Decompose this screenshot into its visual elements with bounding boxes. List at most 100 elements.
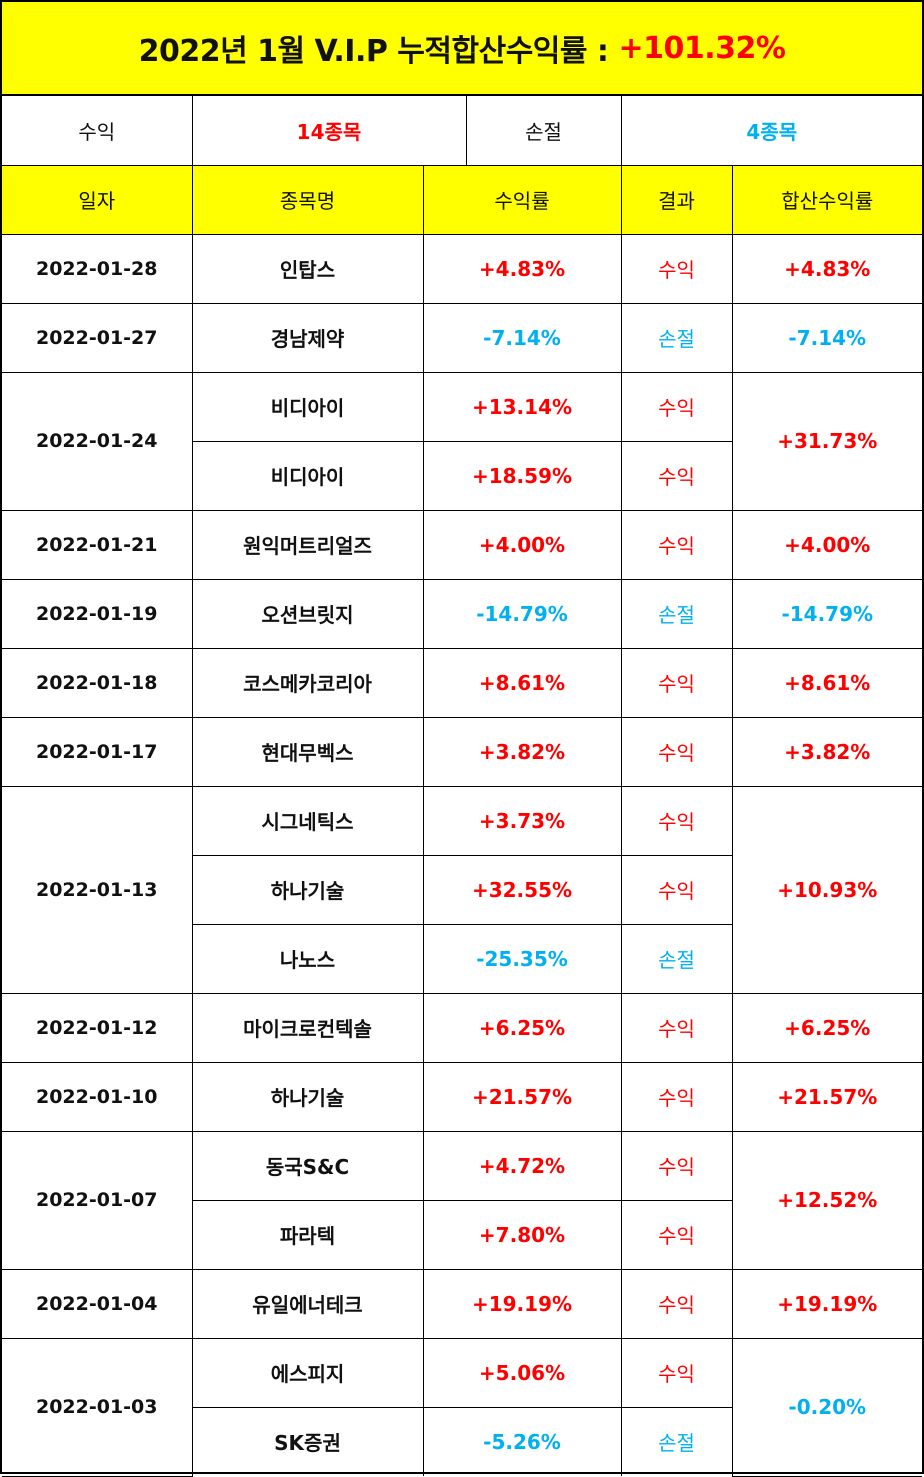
date-cell: 2022-01-12 [2,992,193,1063]
page-title: 2022년 1월 V.I.P 누적합산수익률 : +101.32% [2,2,922,95]
table-row: 2022-01-18 코스메카코리아 +8.61% 수익 +8.61% [2,647,922,718]
table-row: 비디아이 +18.59% 수익 [2,440,922,511]
rate-cell: +6.25% [422,992,622,1063]
stock-name-cell: 코스메카코리아 [191,647,424,718]
header-name: 종목명 [191,164,424,235]
result-cell: 수익 [620,785,733,856]
result-cell: 수익 [620,992,733,1063]
date-cell: 2022-01-07 [2,1130,193,1270]
loss-label: 손절 [465,95,622,165]
table-row: 2022-01-27 경남제약 -7.14% 손절 -7.14% [2,302,922,373]
header-date: 일자 [2,164,193,235]
table-row: 2022-01-03 에스피지 +5.06% 수익 -0.20% [2,1337,922,1477]
stock-name-cell: 비디아이 [191,371,424,442]
stock-name-cell: 마이크로컨텍솔 [191,992,424,1063]
rate-cell: +21.57% [422,1061,622,1132]
stock-name-cell: 경남제약 [191,302,424,373]
rate-cell: -5.26% [422,1406,622,1476]
date-cell: 2022-01-04 [2,1268,193,1339]
stock-name-cell: 유일에너테크 [191,1268,424,1339]
stock-name-cell: 오션브릿지 [191,578,424,649]
profit-count: 14종목 [191,95,467,165]
rate-cell: +5.06% [422,1337,622,1408]
date-cell: 2022-01-24 [2,371,193,511]
table-row: SK증권 -5.26% 손절 [2,1406,922,1476]
date-cell: 2022-01-10 [2,1061,193,1132]
sum-cell: +19.19% [731,1268,922,1339]
date-cell: 2022-01-03 [2,1337,193,1477]
rate-cell: -7.14% [422,302,622,373]
stock-name-cell: 하나기술 [191,1061,424,1132]
result-cell: 수익 [620,440,732,511]
date-cell: 2022-01-17 [2,716,193,787]
header-sum: 합산수익률 [731,164,922,235]
rate-cell: +8.61% [422,647,622,718]
stock-name-cell: 현대무벡스 [191,716,424,787]
results-table: 일자 종목명 수익률 결과 합산수익률 2022-01-28 인탑스 +4.83% 수… [2,164,922,1477]
stock-name-cell: 원익머트리얼즈 [191,509,424,580]
rate-cell: +4.00% [422,509,622,580]
profit-label: 수익 [2,95,193,165]
stock-name-cell: 하나기술 [192,854,424,925]
header-result: 결과 [620,164,733,235]
result-cell: 손절 [620,302,733,373]
date-cell: 2022-01-18 [2,647,193,718]
table-row: 2022-01-04 유일에너테크 +19.19% 수익 +19.19% [2,1268,922,1339]
rate-cell: +3.73% [422,785,622,856]
result-cell: 수익 [620,371,733,442]
result-cell: 수익 [620,854,732,925]
rate-cell: +4.72% [422,1130,622,1201]
date-cell: 2022-01-28 [2,233,193,304]
table-row: 2022-01-21 원익머트리얼즈 +4.00% 수익 +4.00% [2,509,922,580]
rate-cell: -25.35% [422,923,622,994]
sum-cell: -0.20% [731,1337,922,1477]
rate-cell: +32.55% [422,854,622,925]
stock-name-cell: 나노스 [192,923,424,994]
table-row: 2022-01-07 동국S&C +4.72% 수익 +12.52% [2,1130,922,1270]
table-row: 2022-01-28 인탑스 +4.83% 수익 +4.83% [2,233,922,304]
rate-cell: +4.83% [422,233,622,304]
result-cell: 수익 [620,233,733,304]
header-rate: 수익률 [422,164,622,235]
result-cell: 수익 [620,1061,733,1132]
result-cell: 수익 [620,647,733,718]
sum-cell: +21.57% [731,1061,922,1132]
result-cell: 수익 [620,1268,733,1339]
table-row: 2022-01-19 오션브릿지 -14.79% 손절 -14.79% [2,578,922,649]
rate-cell: -14.79% [422,578,622,649]
result-cell: 손절 [620,578,733,649]
sum-cell: -7.14% [731,302,922,373]
table-row: 2022-01-17 현대무벡스 +3.82% 수익 +3.82% [2,716,922,787]
sum-cell: +3.82% [731,716,922,787]
table-row: 하나기술 +32.55% 수익 [2,854,922,925]
result-cell: 수익 [620,1199,732,1270]
sum-cell: +31.73% [731,371,922,511]
stock-name-cell: 에스피지 [191,1337,424,1408]
stock-name-cell: 동국S&C [191,1130,424,1201]
stock-name-cell: 파라텍 [192,1199,424,1270]
table-row: 2022-01-24 비디아이 +13.14% 수익 +31.73% [2,371,922,511]
date-cell: 2022-01-13 [2,785,193,994]
stock-name-cell: 비디아이 [192,440,424,511]
total-return: +101.32% [618,30,786,66]
sum-cell: +8.61% [731,647,922,718]
date-cell: 2022-01-19 [2,578,193,649]
sum-cell: +6.25% [731,992,922,1063]
rate-cell: +18.59% [422,440,622,511]
rate-cell: +13.14% [422,371,622,442]
rate-cell: +19.19% [422,1268,622,1339]
sum-cell: +4.83% [731,233,922,304]
result-cell: 손절 [620,1406,732,1476]
sum-cell: -14.79% [731,578,922,649]
loss-count: 4종목 [620,95,922,165]
title-text: 2022년 1월 V.I.P 누적합산수익률 : [138,34,609,69]
result-cell: 수익 [620,1130,733,1201]
table-row: 2022-01-13 시그네틱스 +3.73% 수익 +10.93% [2,785,922,994]
stock-name-cell: 시그네틱스 [191,785,424,856]
table-row: 2022-01-12 마이크로컨텍솔 +6.25% 수익 +6.25% [2,992,922,1063]
sum-cell: +4.00% [731,509,922,580]
stock-name-cell: 인탑스 [191,233,424,304]
result-cell: 수익 [620,509,733,580]
table-row: 2022-01-10 하나기술 +21.57% 수익 +21.57% [2,1061,922,1132]
result-cell: 손절 [620,923,732,994]
